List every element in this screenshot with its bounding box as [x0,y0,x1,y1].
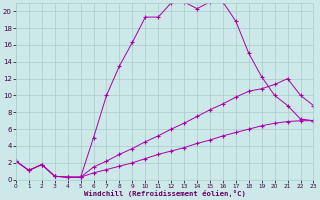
X-axis label: Windchill (Refroidissement éolien,°C): Windchill (Refroidissement éolien,°C) [84,190,246,197]
